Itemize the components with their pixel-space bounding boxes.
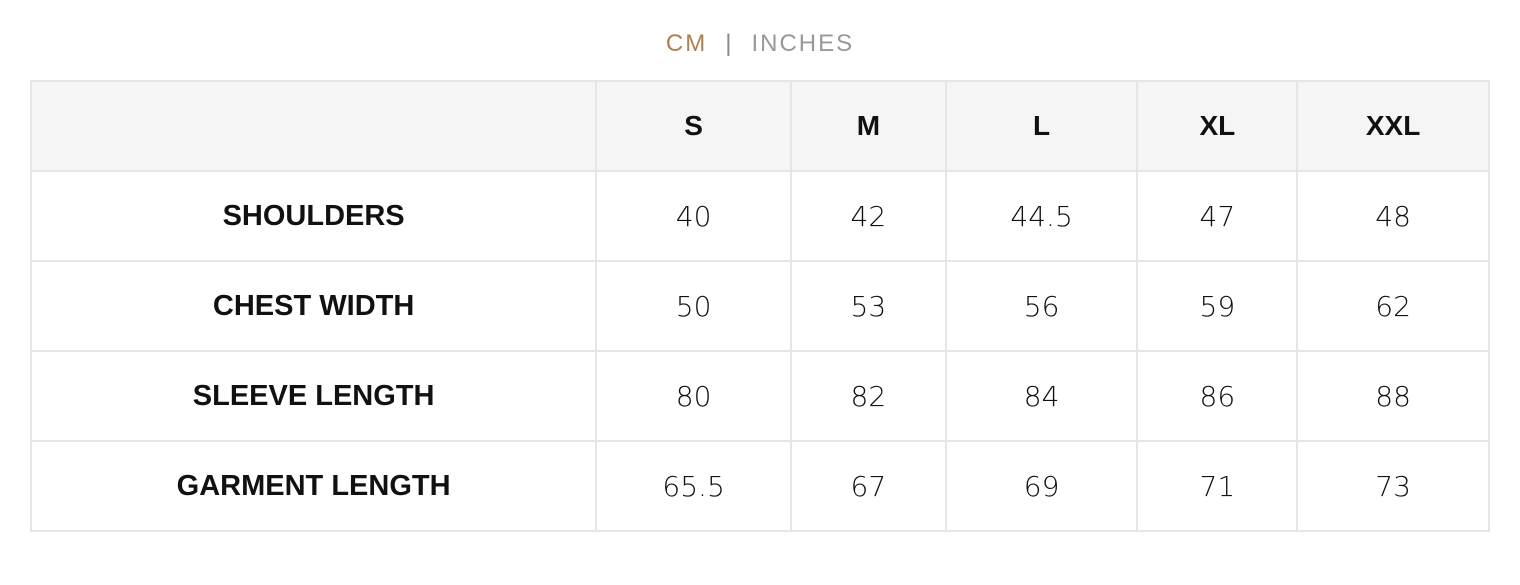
unit-inches-button[interactable]: INCHES <box>751 30 855 57</box>
cell-value: 67 <box>789 440 947 532</box>
cell-value: 48 <box>1296 170 1490 262</box>
header-size: L <box>944 80 1139 172</box>
header-empty <box>29 80 598 172</box>
row-label: CHEST WIDTH <box>29 260 598 352</box>
unit-cm-button[interactable]: CM <box>665 30 708 57</box>
cell-value: 53 <box>789 260 947 352</box>
unit-toggle: CM | INCHES <box>0 30 1520 58</box>
cell-value: 86 <box>1136 350 1299 442</box>
size-chart-table: S M L XL XXL SHOULDERS 40 42 44.5 47 48 CHEST … <box>29 80 1490 532</box>
cell-value: 59 <box>1136 260 1299 352</box>
table-row: SLEEVE LENGTH 80 82 84 86 88 <box>29 350 1490 442</box>
cell-value: 40 <box>595 170 792 262</box>
cell-value: 73 <box>1296 440 1490 532</box>
header-row: S M L XL XXL <box>29 80 1490 172</box>
cell-value: 88 <box>1296 350 1490 442</box>
cell-value: 84 <box>944 350 1139 442</box>
cell-value: 62 <box>1296 260 1490 352</box>
cell-value: 56 <box>944 260 1139 352</box>
cell-value: 69 <box>944 440 1139 532</box>
table-row: CHEST WIDTH 50 53 56 59 62 <box>29 260 1490 352</box>
cell-value: 82 <box>789 350 947 442</box>
row-label: SLEEVE LENGTH <box>29 350 598 442</box>
header-size: XL <box>1136 80 1299 172</box>
row-label: SHOULDERS <box>29 170 598 262</box>
cell-value: 50 <box>595 260 792 352</box>
table-row: SHOULDERS 40 42 44.5 47 48 <box>29 170 1490 262</box>
cell-value: 71 <box>1136 440 1299 532</box>
header-size: XXL <box>1296 80 1490 172</box>
header-size: S <box>595 80 792 172</box>
cell-value: 65.5 <box>595 440 792 532</box>
row-label: GARMENT LENGTH <box>29 440 598 532</box>
unit-separator: | <box>725 30 734 57</box>
cell-value: 47 <box>1136 170 1299 262</box>
cell-value: 80 <box>595 350 792 442</box>
cell-value: 42 <box>789 170 947 262</box>
cell-value: 44.5 <box>944 170 1139 262</box>
header-size: M <box>789 80 947 172</box>
table-row: GARMENT LENGTH 65.5 67 69 71 73 <box>29 440 1490 532</box>
